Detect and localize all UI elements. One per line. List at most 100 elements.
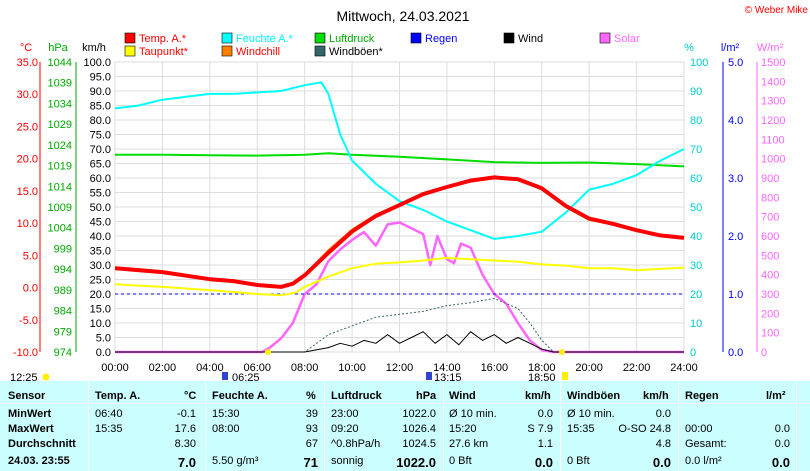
solar-tick-label: 100 [761, 328, 779, 340]
header-temp: Temp. A. [95, 390, 141, 402]
legend-label-8: Windböen* [329, 46, 384, 58]
legend-label-1: Feuchte A.* [236, 33, 294, 45]
humidity-tick-label: 90 [690, 86, 702, 98]
header-pressure: Luftdruck [331, 390, 382, 402]
noon-marker-icon [426, 372, 432, 380]
humidity-tick-label: 70 [690, 144, 702, 156]
wind-tick-label: 95.0 [90, 72, 111, 84]
wind-tick-label: 70.0 [90, 144, 111, 156]
table-cell-g_label: 0 Bft [567, 455, 590, 467]
x-tick-label: 04:00 [196, 362, 224, 374]
rain-tick-label: 3.0 [728, 173, 743, 185]
summary-table: Sensor Temp. A. °C Feuchte A. % Luftdruc… [0, 381, 810, 471]
wind-tick-label: 10.0 [90, 318, 111, 330]
swatch-rain [410, 32, 422, 44]
table-cell-h_time: 08:00 [212, 423, 240, 435]
pressure-tick-label: 999 [54, 243, 72, 255]
x-tick-label: 06:00 [243, 362, 271, 374]
solar-axis-unit: W/m² [757, 42, 784, 54]
humidity-axis-unit: % [684, 42, 694, 54]
wind-tick-label: 60.0 [90, 173, 111, 185]
solar-tick-label: 900 [761, 173, 779, 185]
series-humidity [114, 81, 685, 240]
series-dew [114, 256, 685, 297]
solar-tick-label: 200 [761, 308, 779, 320]
table-cell-w_val: 0.0 [534, 455, 553, 470]
legend-label-7: Windchill [236, 46, 280, 58]
series-pressure [115, 152, 685, 168]
swatch-temp [124, 32, 136, 44]
pressure-tick-label: 1019 [48, 161, 72, 173]
table-cell-r_label: 0.0 l/m² [685, 455, 722, 467]
x-tick-label: 10:00 [338, 362, 366, 374]
x-tick-label: 14:00 [433, 362, 461, 374]
legend-label-6: Taupunkt* [139, 46, 189, 58]
rain-axis-unit: l/m² [721, 42, 740, 54]
temp-tick-label: -10.0 [13, 347, 38, 359]
table-cell-g_label: 15:35 [567, 423, 595, 435]
legend-label-4: Wind [518, 33, 543, 45]
pressure-tick-label: 1034 [48, 98, 72, 110]
temp-axis-unit: °C [20, 42, 32, 54]
temp-tick-label: 25.0 [17, 121, 38, 133]
rain-tick-label: 1.0 [728, 289, 743, 301]
solar-tick-label: 0 [761, 347, 767, 359]
table-cell-w_label: 0 Bft [449, 455, 472, 467]
header-wind: Wind [449, 390, 476, 402]
humidity-tick-label: 50 [690, 202, 702, 214]
humidity-tick-label: 60 [690, 173, 702, 185]
wind-tick-label: 35.0 [90, 246, 111, 258]
table-cell-g_val: O-SO 24.8 [618, 423, 671, 435]
temp-tick-label: 20.0 [17, 154, 38, 166]
wind-tick-label: 30.0 [90, 260, 111, 272]
series-solar [115, 221, 684, 354]
table-cell-label: 24.03. 23:55 [8, 455, 70, 467]
humidity-tick-label: 0 [690, 347, 696, 359]
humidity-tick-label: 100 [690, 57, 708, 69]
table-cell-t_val: 17.6 [174, 423, 196, 435]
wind-tick-label: 75.0 [90, 130, 111, 142]
swatch-solar [599, 32, 611, 44]
pressure-tick-label: 974 [54, 347, 72, 359]
sunset-label: 18:50 [528, 372, 556, 381]
rain-tick-label: 0.0 [728, 347, 743, 359]
temp-tick-label: 10.0 [17, 218, 38, 230]
table-cell-g_val: 0.0 [652, 455, 671, 470]
pressure-tick-label: 989 [54, 285, 72, 297]
wind-tick-label: 90.0 [90, 86, 111, 98]
wind-tick-label: 80.0 [90, 115, 111, 127]
swatch-gust [314, 45, 326, 57]
swatch-chill [221, 45, 233, 57]
humidity-tick-label: 30 [690, 260, 702, 272]
x-tick-label: 24:00 [670, 362, 698, 374]
sunrise-label: 06:25 [232, 372, 260, 381]
header-pressure-unit: hPa [416, 390, 437, 402]
solar-tick-label: 1300 [761, 96, 785, 108]
table-cell-r_val: 0.0 [774, 423, 790, 435]
table-cell-p_time: sonnig [331, 455, 364, 467]
table-cell-r_label: Gesamt: [685, 438, 727, 450]
table-cell-r_label: 00:00 [685, 423, 713, 435]
solar-tick-label: 700 [761, 212, 779, 224]
solar-tick-label: 1100 [761, 134, 785, 146]
header-gust: Windböen [567, 390, 621, 402]
solar-tick-label: 600 [761, 231, 779, 243]
humidity-tick-label: 10 [690, 318, 702, 330]
credit-label: © Weber Mike [745, 5, 809, 16]
grid [39, 61, 758, 353]
pressure-tick-label: 1044 [48, 57, 72, 69]
pressure-axis-unit: hPa [48, 42, 68, 54]
pressure-tick-label: 984 [54, 306, 72, 318]
series-gust [115, 297, 684, 353]
pressure-tick-label: 994 [54, 264, 72, 276]
x-tick-label: 16:00 [481, 362, 509, 374]
chart-title: Mittwoch, 24.03.2021 [336, 8, 469, 24]
temp-tick-label: 0.0 [23, 283, 38, 295]
solar-tick-label: 1400 [761, 76, 785, 88]
wind-tick-label: 65.0 [90, 159, 111, 171]
table-cell-w_val: 1.1 [537, 438, 553, 450]
table-cell-w_label: Ø 10 min. [449, 408, 497, 420]
legend-label-5: Solar [614, 33, 640, 45]
pressure-tick-label: 979 [54, 326, 72, 338]
legend: Temp. A.* Feuchte A.* Luftdruck Regen Wind So… [124, 32, 640, 58]
